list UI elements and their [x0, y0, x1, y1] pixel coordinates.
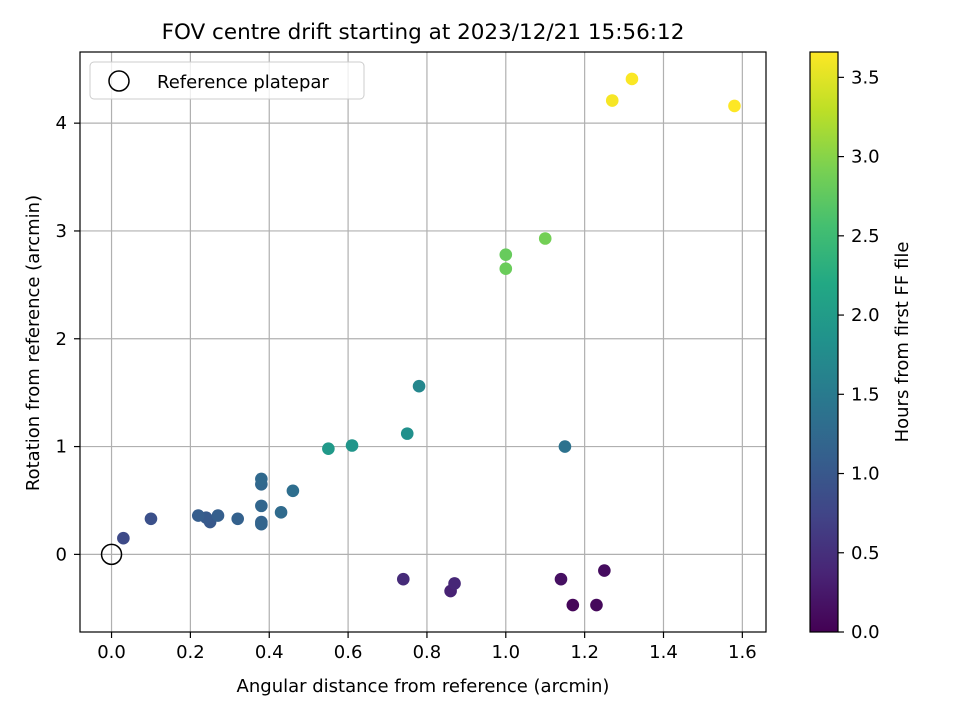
y-axis-label: Rotation from reference (arcmin)	[23, 195, 44, 491]
x-tick-label: 0.0	[97, 642, 126, 663]
data-point	[144, 512, 158, 526]
y-tick-label: 4	[56, 113, 67, 134]
colorbar-ticks: 0.0 0.5 1.0 1.5 2.0 2.5 3.0 3.5	[838, 67, 880, 643]
data-point	[590, 598, 603, 612]
data-point	[211, 509, 225, 522]
data-point	[286, 484, 300, 498]
colorbar: 0.0 0.5 1.0 1.5 2.0 2.5 3.0 3.5 Hours from firs…	[809, 51, 913, 643]
colorbar-tick-label: 1.0	[851, 464, 880, 485]
x-tick-label: 0.6	[334, 642, 363, 663]
data-point	[625, 72, 639, 86]
data-point	[274, 506, 288, 519]
colorbar-tick-label: 1.5	[851, 384, 880, 405]
y-tick-label: 0	[56, 544, 67, 565]
data-point	[191, 509, 205, 522]
x-tick-label: 1.2	[570, 642, 599, 663]
legend-label: Reference platepar	[157, 72, 329, 93]
plot-area-frame	[79, 51, 767, 633]
y-tick-label: 1	[56, 437, 67, 458]
x-tick-label: 1.6	[728, 642, 757, 663]
legend: Reference platepar	[89, 61, 365, 100]
data-point	[412, 379, 426, 393]
data-point	[255, 499, 268, 513]
x-tick-label: 1.0	[491, 642, 520, 663]
data-point	[255, 472, 268, 486]
y-tick-label: 2	[56, 329, 67, 350]
colorbar-tick-label: 0.0	[851, 622, 880, 643]
data-point	[499, 248, 513, 261]
y-axis-ticks: 0 1 2 3 4	[56, 113, 80, 565]
reference-platepar-marker	[100, 543, 123, 566]
data-point	[231, 512, 245, 526]
data-points	[117, 72, 741, 612]
data-point	[598, 564, 611, 577]
colorbar-gradient	[809, 51, 839, 633]
data-point	[538, 232, 552, 245]
x-axis-ticks: 0.0 0.2 0.4 0.6 0.8 1.0 1.2 1.4 1.6	[97, 632, 757, 663]
data-point	[400, 427, 414, 440]
y-tick-label: 3	[56, 221, 67, 242]
chart-title: FOV centre drift starting at 2023/12/21 …	[162, 20, 685, 45]
x-tick-label: 1.4	[649, 642, 678, 663]
colorbar-label: Hours from first FF file	[892, 242, 913, 443]
data-point	[728, 99, 741, 113]
colorbar-tick-label: 0.5	[851, 543, 880, 564]
data-point	[255, 517, 268, 531]
data-point	[345, 439, 359, 452]
colorbar-tick-label: 2.5	[851, 226, 880, 247]
colorbar-tick-label: 3.0	[851, 147, 880, 168]
x-axis-label: Angular distance from reference (arcmin)	[237, 676, 610, 697]
data-point	[554, 572, 568, 586]
data-point	[566, 598, 580, 612]
colorbar-tick-label: 3.5	[851, 67, 880, 88]
x-tick-label: 0.8	[413, 642, 442, 663]
data-point	[322, 442, 335, 456]
data-point	[396, 572, 410, 586]
grid-lines	[80, 52, 766, 632]
x-tick-label: 0.2	[176, 642, 205, 663]
data-point	[605, 94, 619, 107]
data-point	[499, 262, 513, 275]
legend-marker-reference-icon	[108, 70, 130, 92]
data-point	[448, 577, 461, 590]
data-point	[558, 440, 572, 453]
colorbar-tick-label: 2.0	[851, 305, 880, 326]
x-tick-label: 0.4	[255, 642, 284, 663]
legend-frame	[89, 61, 365, 100]
data-point	[117, 531, 130, 545]
